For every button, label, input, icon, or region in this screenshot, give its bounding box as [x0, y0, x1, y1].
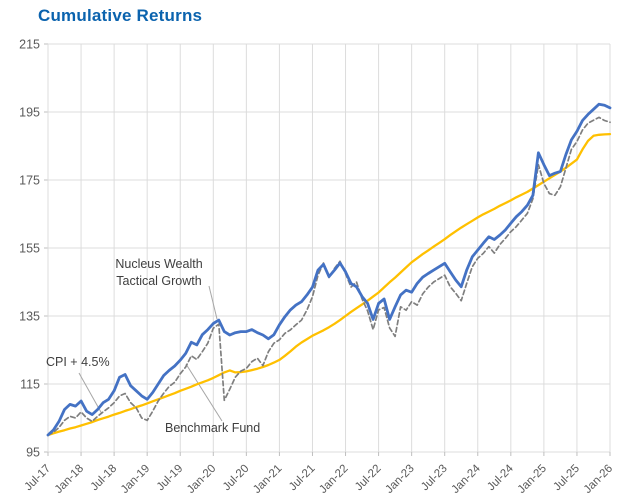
- x-axis-label: Jan-25: [516, 463, 549, 496]
- x-axis-label: Jan-18: [53, 463, 86, 496]
- annotation-nucleus: Nucleus Wealth Tactical Growth: [89, 256, 229, 290]
- x-axis-label: Jul-19: [155, 463, 186, 494]
- annotation-benchmark: Benchmark Fund: [165, 420, 260, 437]
- x-axis-label: Jul-18: [89, 463, 120, 494]
- annotation-line: Nucleus Wealth: [115, 257, 203, 271]
- x-axis-label: Jan-21: [251, 463, 284, 496]
- annotation-cpi: CPI + 4.5%: [46, 354, 110, 371]
- chart-title: Cumulative Returns: [38, 6, 203, 25]
- x-axis-label: Jan-26: [582, 463, 615, 496]
- x-axis-label: Jan-23: [383, 463, 416, 496]
- annotation-line: Tactical Growth: [116, 274, 202, 288]
- y-axis-label: 195: [19, 106, 40, 120]
- y-axis-label: 155: [19, 242, 40, 256]
- annotation-line: CPI + 4.5%: [46, 355, 110, 369]
- x-axis-label: Jul-22: [353, 463, 384, 494]
- x-axis-label: Jul-21: [287, 463, 318, 494]
- series-line-cpi: [46, 132, 612, 437]
- annotation-leader-benchmark: [185, 363, 223, 422]
- x-axis-label: Jan-19: [119, 463, 152, 496]
- x-axis-label: Jul-25: [551, 463, 582, 494]
- x-axis-label: Jul-17: [22, 463, 53, 494]
- y-axis-label: 115: [20, 378, 40, 392]
- annotation-leader-nucleus: [208, 285, 218, 320]
- x-axis-label: Jul-20: [221, 463, 252, 494]
- x-axis-label: Jan-24: [450, 462, 484, 496]
- series-line-nucleus: [46, 102, 612, 437]
- x-axis-label: Jan-22: [317, 463, 350, 496]
- y-axis-label: 215: [19, 38, 40, 52]
- x-axis-label: Jul-23: [419, 463, 450, 494]
- annotation-line: Benchmark Fund: [165, 421, 261, 435]
- x-axis-label: Jul-24: [485, 462, 516, 493]
- y-axis-label: 175: [19, 174, 40, 188]
- x-axis-label: Jan-20: [185, 463, 218, 496]
- y-axis-label: 135: [19, 310, 40, 324]
- y-axis-label: 95: [26, 446, 40, 460]
